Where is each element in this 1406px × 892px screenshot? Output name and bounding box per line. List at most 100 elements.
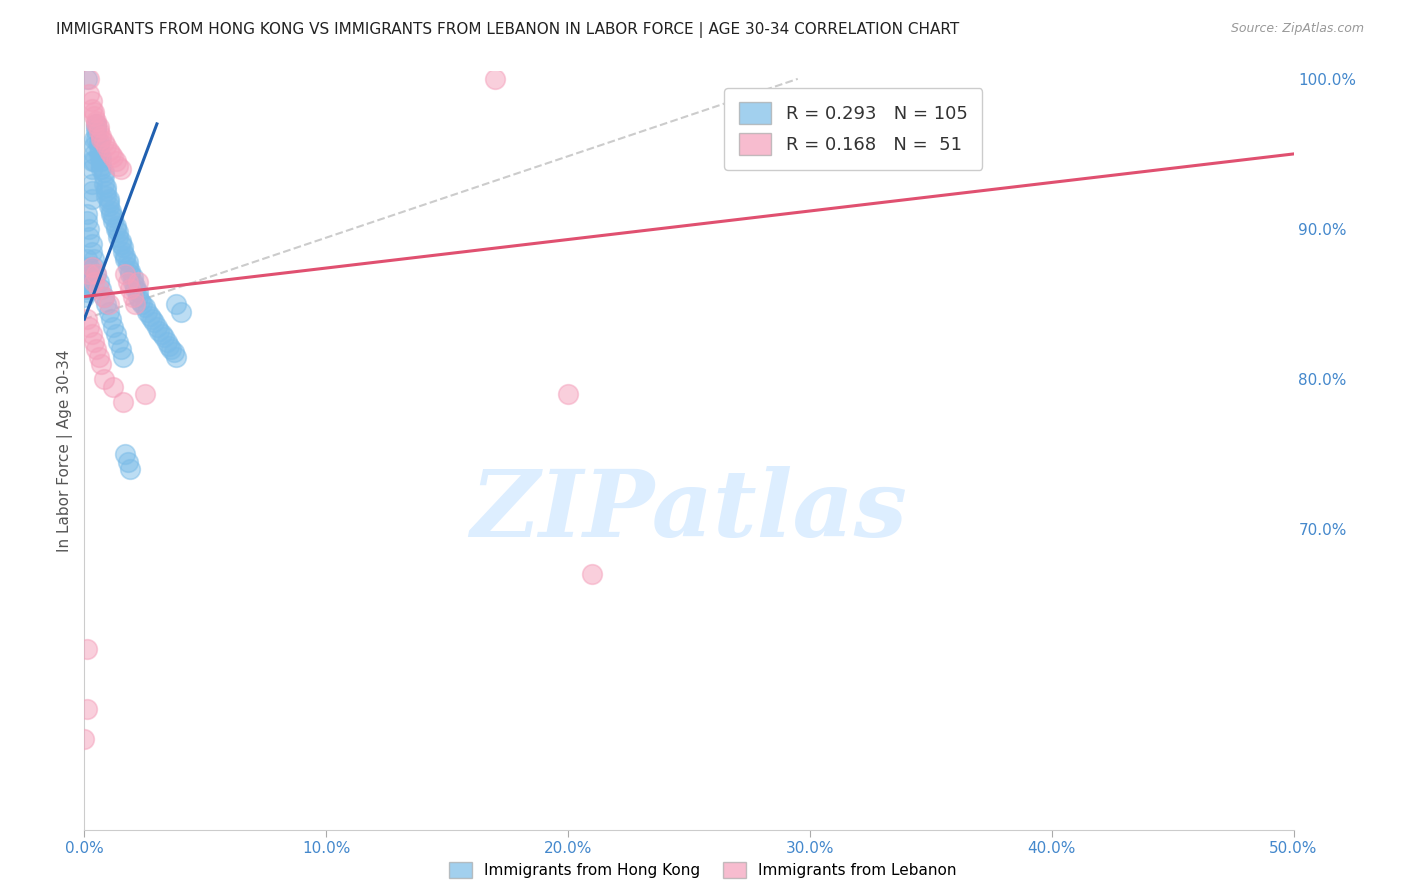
Point [103, 379, 125, 393]
Point [83, 334, 105, 349]
Point [117, 455, 139, 469]
Point [94, 189, 117, 203]
Point [73, 282, 96, 296]
Point [148, 324, 170, 338]
Point [786, 147, 808, 161]
Point [87, 135, 110, 149]
Point [90, 150, 112, 164]
Point [93, 372, 115, 386]
Point [103, 150, 125, 164]
Point [86, 342, 108, 356]
Point [134, 387, 156, 401]
Point [86, 267, 108, 281]
Point [77, 87, 100, 101]
Point [114, 252, 136, 266]
Point [80, 192, 103, 206]
Point [97, 194, 120, 209]
Point [77, 275, 100, 289]
Point [97, 192, 120, 206]
Point [76, 312, 98, 326]
Point [87, 124, 110, 138]
Point [120, 267, 142, 281]
Point [112, 394, 135, 409]
Point [83, 154, 105, 169]
Point [87, 350, 110, 364]
Point [112, 350, 135, 364]
Point [120, 264, 142, 278]
Point [77, 282, 100, 296]
Point [112, 244, 135, 259]
Point [165, 350, 187, 364]
Text: Source: ZipAtlas.com: Source: ZipAtlas.com [1230, 22, 1364, 36]
Point [80, 177, 103, 191]
Point [86, 267, 108, 281]
Point [73, 732, 96, 747]
Point [80, 327, 103, 342]
Point [90, 282, 112, 296]
Point [120, 462, 142, 476]
Point [90, 161, 112, 176]
Point [90, 132, 112, 146]
Point [90, 159, 112, 173]
Point [117, 255, 139, 269]
Point [103, 214, 125, 228]
Point [73, 289, 96, 303]
Text: ZIPatlas: ZIPatlas [471, 467, 907, 556]
Point [121, 270, 143, 285]
Point [100, 312, 122, 326]
Point [83, 252, 105, 266]
Point [77, 267, 100, 281]
Point [97, 297, 120, 311]
Point [107, 159, 129, 173]
Point [77, 222, 100, 236]
Point [94, 180, 117, 194]
Point [557, 387, 579, 401]
Point [131, 297, 153, 311]
Point [80, 154, 103, 169]
Point [124, 279, 146, 293]
Point [86, 117, 108, 131]
Point [87, 275, 110, 289]
Point [80, 161, 103, 176]
Point [80, 102, 103, 116]
Point [121, 275, 143, 289]
Point [114, 249, 136, 263]
Point [77, 267, 100, 281]
Point [104, 154, 127, 169]
Point [104, 327, 127, 342]
Point [157, 339, 180, 353]
Y-axis label: In Labor Force | Age 30-34: In Labor Force | Age 30-34 [58, 349, 73, 552]
Legend: R = 0.293   N = 105, R = 0.168   N =  51: R = 0.293 N = 105, R = 0.168 N = 51 [724, 88, 983, 170]
Point [76, 207, 98, 221]
Point [76, 252, 98, 266]
Point [86, 114, 108, 128]
Point [124, 282, 146, 296]
Point [110, 237, 132, 252]
Point [80, 95, 103, 109]
Point [93, 289, 115, 303]
Point [86, 120, 108, 134]
Point [86, 132, 108, 146]
Point [146, 319, 169, 334]
Point [80, 260, 103, 274]
Point [134, 300, 156, 314]
Point [127, 275, 149, 289]
Point [76, 275, 98, 289]
Point [83, 147, 105, 161]
Point [86, 124, 108, 138]
Point [112, 240, 135, 254]
Point [138, 309, 160, 323]
Point [107, 229, 129, 244]
Point [94, 139, 117, 153]
Point [117, 275, 139, 289]
Point [76, 285, 98, 299]
Point [80, 185, 103, 199]
Point [141, 312, 163, 326]
Point [124, 297, 146, 311]
Point [83, 260, 105, 274]
Point [87, 282, 110, 296]
Point [117, 260, 139, 274]
Point [155, 334, 177, 349]
Point [90, 357, 112, 371]
Point [110, 342, 132, 356]
